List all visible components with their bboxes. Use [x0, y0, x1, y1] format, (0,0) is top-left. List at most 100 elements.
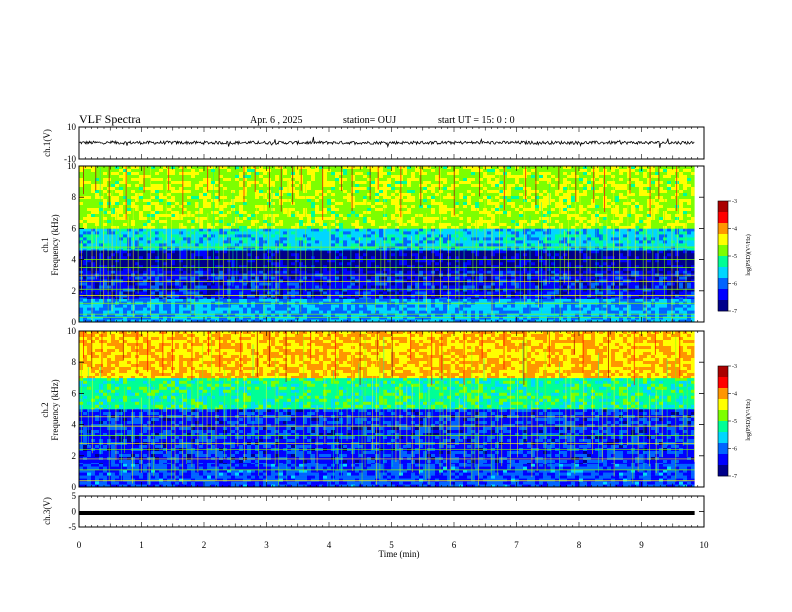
spectrogram-cell	[475, 265, 480, 269]
spectrogram-cell	[511, 228, 516, 232]
spectrogram-cell	[599, 259, 604, 263]
spectrogram-cell	[439, 268, 444, 271]
spectrogram-cell	[407, 285, 412, 289]
spectrogram-cell	[407, 319, 412, 323]
spectrogram-cell	[79, 231, 84, 235]
spectrogram-cell	[275, 240, 280, 244]
spectrogram-cell	[403, 282, 408, 286]
spectrogram-cell	[439, 259, 444, 263]
spectrogram-cell	[287, 316, 292, 320]
spectrogram-cell	[347, 237, 352, 241]
spectrogram-cell	[115, 240, 120, 244]
spectrogram-cell	[259, 268, 264, 271]
spectrogram-cell	[331, 250, 336, 254]
spectrogram-cell	[591, 237, 596, 241]
spectrogram-cell	[639, 285, 644, 289]
spectrogram-cell	[627, 231, 632, 235]
spectrogram-cell	[331, 304, 336, 308]
spectrogram-cell	[395, 288, 400, 292]
spectrogram-cell	[95, 307, 100, 311]
spectrogram-cell	[507, 259, 512, 263]
spectrogram-cell	[507, 297, 512, 299]
spectrogram-cell	[671, 240, 676, 244]
spectrogram-cell	[115, 231, 120, 235]
spectrogram-cell	[627, 304, 632, 308]
spectrogram-cell	[83, 259, 88, 263]
spectrogram-cell	[663, 268, 668, 271]
spectrogram-cell	[671, 234, 676, 238]
spectrogram-cell	[587, 243, 592, 247]
spectrogram-cell	[159, 310, 164, 314]
spectrogram-cell	[263, 276, 268, 280]
spectrogram-cell	[555, 313, 560, 317]
spectrogram-cell	[375, 240, 380, 244]
spectrogram-cell	[543, 297, 548, 299]
spectrogram-cell	[575, 319, 580, 323]
spectrogram-cell	[671, 307, 676, 311]
spectrogram-cell	[591, 297, 596, 299]
spectrogram-cell	[495, 316, 500, 320]
spectrogram-cell	[127, 240, 132, 244]
spectrogram-cell	[547, 316, 552, 320]
spectrogram-cell	[283, 307, 288, 311]
spectrogram-cell	[247, 304, 252, 308]
spectrogram-cell	[287, 310, 292, 314]
spectrogram-cell	[395, 265, 400, 269]
spectrogram-cell	[211, 294, 216, 298]
spectrogram-cell	[159, 316, 164, 320]
spectrogram-cell	[519, 304, 524, 308]
spectrogram-cell	[363, 259, 368, 263]
spectrogram-cell	[655, 250, 660, 254]
spectrogram-cell	[487, 304, 492, 308]
spectrogram-cell	[179, 298, 184, 302]
spectrogram-cell	[399, 316, 404, 320]
spectrogram-cell	[603, 250, 608, 254]
spectrogram-cell	[167, 228, 172, 232]
spectrogram-cell	[499, 237, 504, 241]
spectrogram-cell	[191, 316, 196, 320]
spectrogram-cell	[291, 234, 296, 238]
spectrogram-cell	[91, 259, 96, 263]
spectrogram-cell	[319, 298, 324, 302]
spectrogram-cell	[687, 307, 692, 311]
spectrogram-cell	[579, 307, 584, 311]
spectrogram-cell	[399, 253, 404, 257]
spectrogram-cell	[115, 310, 120, 314]
spectrogram-cell	[515, 240, 520, 244]
spectrogram-cell	[495, 297, 500, 299]
spectrogram-cell	[279, 316, 284, 320]
spectrogram-cell	[559, 307, 564, 311]
spectrogram-cell	[503, 253, 508, 257]
spectrogram-cell	[423, 297, 428, 299]
spectrogram-cell	[315, 294, 320, 298]
spectrogram-cell	[219, 304, 224, 308]
spectrogram-cell	[499, 265, 504, 269]
spectrogram-cell	[551, 298, 556, 302]
spectrogram-cell	[239, 276, 244, 280]
spectrogram-cell	[615, 304, 620, 308]
spectrogram-cell	[647, 297, 652, 299]
spectrogram-cell	[483, 307, 488, 311]
spectrogram-cell	[147, 298, 152, 302]
spectrogram-cell	[487, 297, 492, 299]
spectrogram-cell	[691, 228, 695, 232]
spectrogram-cell	[663, 319, 668, 323]
spectrogram-cell	[443, 288, 448, 292]
spectrogram-cell	[359, 240, 364, 244]
spectrogram-cell	[163, 253, 168, 257]
spectrogram-cell	[207, 256, 212, 260]
spectrogram-cell	[343, 228, 348, 232]
spectrogram-cell	[579, 310, 584, 314]
spectrogram-cell	[167, 285, 172, 289]
spectrogram-cell	[355, 234, 360, 238]
spectrogram-cell	[95, 291, 100, 295]
spectrogram-cell	[419, 237, 424, 241]
spectrogram-cell	[615, 298, 620, 302]
spectrogram-cell	[391, 250, 396, 254]
spectrogram-cell	[367, 262, 372, 266]
spectrogram-cell	[363, 231, 368, 235]
spectrogram-cell	[523, 294, 528, 298]
spectrogram-cell	[527, 253, 532, 257]
spectrogram-cell	[151, 262, 156, 266]
spectrogram-cell	[367, 270, 372, 274]
